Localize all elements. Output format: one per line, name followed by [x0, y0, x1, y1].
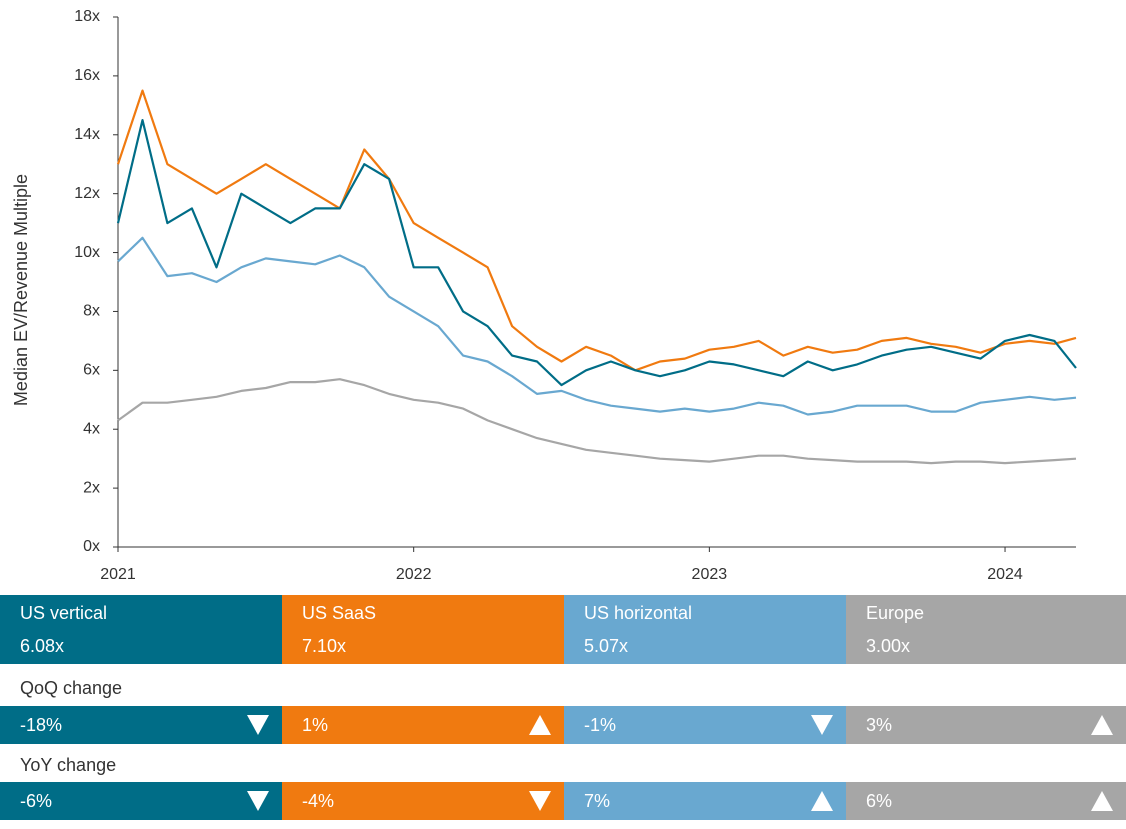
yoy-trend-icon	[247, 791, 269, 811]
qoq-panel	[0, 706, 282, 744]
series-latest: 3.00x	[866, 636, 910, 656]
y-tick-label: 10x	[74, 244, 100, 261]
yoy-trend-icon	[529, 791, 551, 811]
x-tick-label: 2022	[396, 566, 432, 583]
yoy-panel	[846, 782, 1126, 820]
series-panel	[564, 595, 846, 664]
y-axis-label: Median EV/Revenue Multiple	[11, 174, 31, 406]
yoy-value: 6%	[866, 791, 892, 811]
yoy-panel	[0, 782, 282, 820]
qoq-label: QoQ change	[20, 678, 122, 698]
yoy-value: 7%	[584, 791, 610, 811]
x-tick-label: 2023	[692, 566, 728, 583]
qoq-value: 3%	[866, 715, 892, 735]
y-tick-label: 6x	[83, 362, 100, 379]
x-tick-label: 2024	[987, 566, 1023, 583]
series-latest: 6.08x	[20, 636, 64, 656]
yoy-label: YoY change	[20, 755, 116, 775]
y-tick-label: 16x	[74, 67, 100, 84]
yoy-trend-icon	[811, 791, 833, 811]
qoq-panel	[564, 706, 846, 744]
qoq-trend-icon	[1091, 715, 1113, 735]
y-tick-label: 14x	[74, 126, 100, 143]
series-line	[117, 378, 1077, 465]
y-tick-label: 4x	[83, 420, 100, 437]
series-name: US vertical	[20, 603, 107, 623]
yoy-value: -4%	[302, 791, 334, 811]
yoy-panel	[282, 782, 564, 820]
yoy-value: -6%	[20, 791, 52, 811]
series-name: US SaaS	[302, 603, 376, 623]
x-tick-label: 2021	[100, 566, 136, 583]
qoq-trend-icon	[247, 715, 269, 735]
series-panel	[0, 595, 282, 664]
qoq-trend-icon	[529, 715, 551, 735]
qoq-panel	[846, 706, 1126, 744]
qoq-value: -1%	[584, 715, 616, 735]
qoq-trend-icon	[811, 715, 833, 735]
series-panel	[846, 595, 1126, 664]
yoy-trend-icon	[1091, 791, 1113, 811]
qoq-panel	[282, 706, 564, 744]
series-latest: 7.10x	[302, 636, 346, 656]
y-tick-label: 18x	[74, 8, 100, 25]
y-tick-label: 8x	[83, 303, 100, 320]
series-line	[117, 236, 1077, 416]
yoy-panel	[564, 782, 846, 820]
series-panel	[282, 595, 564, 664]
y-tick-label: 0x	[83, 538, 100, 555]
qoq-value: -18%	[20, 715, 62, 735]
series-line	[116, 119, 1077, 387]
qoq-value: 1%	[302, 715, 328, 735]
y-tick-label: 12x	[74, 185, 100, 202]
series-line	[116, 89, 1077, 372]
series-latest: 5.07x	[584, 636, 628, 656]
series-name: US horizontal	[584, 603, 692, 623]
series-name: Europe	[866, 603, 924, 623]
y-tick-label: 2x	[83, 479, 100, 496]
